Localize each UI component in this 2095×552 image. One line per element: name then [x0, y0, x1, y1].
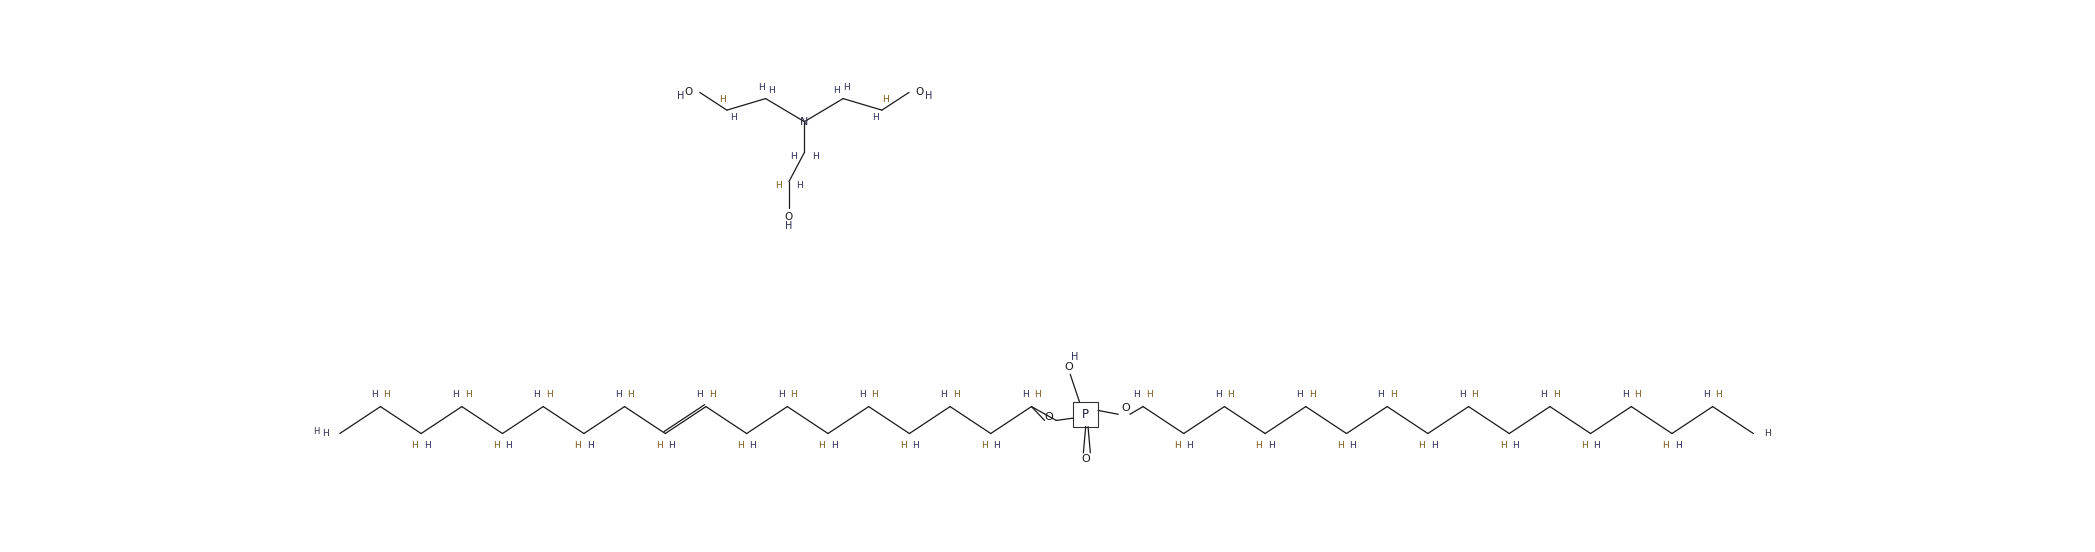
Text: H: H [775, 181, 781, 190]
Text: H: H [1173, 442, 1182, 450]
Text: H: H [323, 429, 329, 438]
Text: H: H [750, 442, 756, 450]
Text: O: O [786, 212, 794, 222]
Text: H: H [453, 390, 459, 399]
Text: H: H [729, 113, 737, 123]
Text: H: H [859, 390, 865, 399]
Text: H: H [656, 442, 662, 450]
Text: H: H [547, 390, 553, 399]
Text: H: H [1471, 390, 1479, 399]
Text: H: H [668, 442, 675, 450]
Text: H: H [465, 390, 471, 399]
Text: H: H [882, 95, 888, 104]
Text: H: H [626, 390, 635, 399]
Text: H: H [1186, 442, 1194, 450]
Text: O: O [1043, 412, 1054, 422]
Text: H: H [953, 390, 960, 399]
Text: H: H [872, 113, 880, 123]
Text: H: H [314, 427, 321, 436]
Text: H: H [813, 152, 819, 161]
Text: H: H [1379, 390, 1385, 399]
Text: H: H [1133, 390, 1140, 399]
Text: H: H [1500, 442, 1506, 450]
Text: H: H [832, 442, 838, 450]
Text: H: H [587, 442, 593, 450]
Text: H: H [708, 390, 716, 399]
Text: H: H [1349, 442, 1355, 450]
Text: H: H [1431, 442, 1437, 450]
Text: O: O [685, 87, 693, 97]
Text: O: O [916, 87, 924, 97]
Text: H: H [1297, 390, 1303, 399]
Text: H: H [737, 442, 744, 450]
Text: H: H [492, 442, 501, 450]
Text: O: O [1064, 362, 1073, 371]
Text: H: H [786, 221, 792, 231]
Text: H: H [1071, 352, 1079, 362]
Text: H: H [1716, 390, 1722, 399]
Text: H: H [924, 91, 932, 101]
Text: H: H [411, 442, 419, 450]
Text: H: H [1309, 390, 1316, 399]
Text: H: H [1215, 390, 1221, 399]
Text: H: H [790, 390, 796, 399]
Text: H: H [790, 152, 796, 161]
Text: H: H [1255, 442, 1263, 450]
Text: H: H [1513, 442, 1519, 450]
Text: H: H [423, 442, 432, 450]
Text: H: H [1267, 442, 1274, 450]
Text: H: H [769, 86, 775, 95]
Text: H: H [819, 442, 825, 450]
Text: H: H [844, 83, 851, 92]
Text: H: H [1582, 442, 1588, 450]
Text: H: H [980, 442, 989, 450]
Text: H: H [901, 442, 907, 450]
Text: H: H [1622, 390, 1628, 399]
Text: H: H [677, 91, 685, 101]
Text: O: O [1081, 454, 1089, 464]
Text: H: H [993, 442, 999, 450]
Text: H: H [1146, 390, 1152, 399]
Text: H: H [1035, 390, 1041, 399]
Text: H: H [1674, 442, 1682, 450]
Text: H: H [1663, 442, 1670, 450]
Text: H: H [941, 390, 947, 399]
Text: H: H [616, 390, 622, 399]
Text: H: H [834, 86, 840, 95]
Text: H: H [1337, 442, 1343, 450]
Text: O: O [1121, 403, 1131, 413]
Text: H: H [911, 442, 920, 450]
Text: H: H [505, 442, 511, 450]
Text: H: H [1228, 390, 1234, 399]
Text: N: N [800, 116, 809, 126]
Bar [1073, 402, 1098, 427]
Text: H: H [1594, 442, 1601, 450]
Text: P: P [1083, 408, 1089, 421]
Text: H: H [1703, 390, 1710, 399]
Text: H: H [1022, 390, 1029, 399]
Text: H: H [696, 390, 704, 399]
Text: H: H [777, 390, 784, 399]
Text: H: H [758, 83, 765, 92]
Text: H: H [1764, 429, 1770, 438]
Text: H: H [872, 390, 878, 399]
Text: H: H [574, 442, 580, 450]
Text: H: H [1389, 390, 1397, 399]
Text: H: H [1540, 390, 1546, 399]
Text: H: H [534, 390, 541, 399]
Text: H: H [1552, 390, 1559, 399]
Text: H: H [1458, 390, 1466, 399]
Text: H: H [796, 181, 802, 190]
Text: H: H [719, 95, 727, 104]
Text: H: H [371, 390, 377, 399]
Text: H: H [383, 390, 390, 399]
Text: H: H [1418, 442, 1425, 450]
Text: H: H [1634, 390, 1640, 399]
